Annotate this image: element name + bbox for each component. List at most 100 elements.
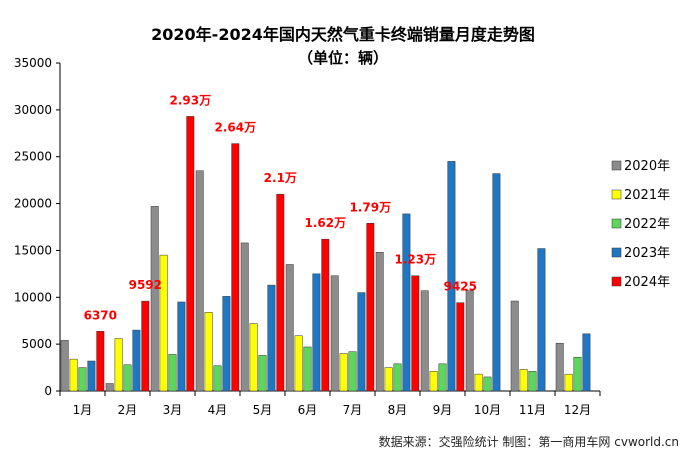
bar bbox=[195, 170, 204, 392]
bar bbox=[231, 143, 240, 392]
bar bbox=[78, 367, 87, 392]
bar bbox=[348, 351, 357, 392]
bar bbox=[240, 242, 249, 392]
y-tick-label: 15000 bbox=[14, 243, 52, 257]
legend-swatch bbox=[611, 189, 622, 200]
source-note: 数据来源：交强险统计 制图：第一商用车网 cvworld.cn bbox=[379, 434, 679, 449]
bar bbox=[321, 238, 330, 392]
x-tick-label: 10月 bbox=[474, 403, 501, 417]
legend-label: 2023年 bbox=[624, 246, 670, 261]
x-tick-label: 5月 bbox=[253, 403, 273, 417]
bar bbox=[159, 254, 168, 392]
x-tick-label: 1月 bbox=[73, 403, 93, 417]
legend-swatch bbox=[611, 276, 622, 287]
bar bbox=[258, 355, 267, 392]
bar bbox=[564, 373, 573, 392]
bar bbox=[375, 252, 384, 392]
legend: 2020年 2021年 2022年 2023年 2024年 bbox=[611, 159, 670, 290]
x-tick-label: 2月 bbox=[118, 403, 138, 417]
bar bbox=[150, 206, 159, 392]
bar bbox=[447, 161, 456, 392]
y-tick-label: 0 bbox=[44, 384, 52, 398]
x-tick-label: 3月 bbox=[163, 403, 183, 417]
x-tick-label: 9月 bbox=[433, 403, 453, 417]
data-label: 1.62万 bbox=[304, 216, 346, 230]
data-label: 2.1万 bbox=[264, 171, 297, 185]
bar bbox=[510, 300, 519, 392]
bar bbox=[96, 331, 105, 392]
bar bbox=[357, 292, 366, 392]
bar bbox=[582, 333, 591, 392]
bar bbox=[573, 357, 582, 392]
bar bbox=[123, 364, 132, 392]
x-tick-label: 8月 bbox=[388, 403, 408, 417]
legend-label: 2022年 bbox=[624, 217, 670, 232]
bar bbox=[339, 353, 348, 392]
data-label: 1.79万 bbox=[349, 200, 391, 214]
bar bbox=[294, 335, 303, 392]
y-tick-label: 10000 bbox=[14, 290, 52, 304]
bar bbox=[555, 342, 564, 392]
y-tick-label: 5000 bbox=[21, 337, 52, 351]
chart-title: 2020年-2024年国内天然气重卡终端销量月度走势图 bbox=[151, 25, 535, 44]
bar bbox=[366, 223, 375, 392]
legend-label: 2024年 bbox=[624, 275, 670, 290]
bar bbox=[492, 173, 501, 392]
bar bbox=[429, 371, 438, 392]
x-tick-label: 12月 bbox=[564, 403, 591, 417]
y-tick-label: 20000 bbox=[14, 197, 52, 211]
bar bbox=[465, 290, 474, 392]
data-label: 2.64万 bbox=[214, 121, 256, 135]
x-tick-label: 4月 bbox=[208, 403, 228, 417]
data-label: 9425 bbox=[444, 280, 477, 294]
bar bbox=[69, 358, 78, 392]
bar bbox=[537, 248, 546, 392]
bar bbox=[411, 275, 420, 392]
bar bbox=[330, 275, 339, 392]
x-tick-label: 11月 bbox=[519, 403, 546, 417]
legend-swatch bbox=[611, 218, 622, 229]
bar bbox=[420, 290, 429, 392]
bar bbox=[105, 383, 114, 392]
bar bbox=[438, 363, 447, 392]
bar bbox=[276, 193, 285, 392]
data-label: 1.23万 bbox=[394, 253, 436, 267]
bar bbox=[60, 340, 69, 392]
bar bbox=[114, 338, 123, 392]
bar bbox=[177, 301, 186, 392]
bar bbox=[213, 365, 222, 392]
data-label: 2.93万 bbox=[169, 93, 211, 107]
bar bbox=[267, 284, 276, 392]
bar bbox=[456, 302, 465, 392]
data-label: 9592 bbox=[129, 278, 162, 292]
bar bbox=[303, 346, 312, 392]
data-label: 6370 bbox=[84, 308, 117, 322]
y-tick-label: 35000 bbox=[14, 56, 52, 70]
bar bbox=[249, 323, 258, 392]
bar bbox=[132, 329, 141, 392]
bar bbox=[384, 367, 393, 392]
y-tick-label: 30000 bbox=[14, 103, 52, 117]
bar bbox=[168, 354, 177, 392]
legend-label: 2021年 bbox=[624, 188, 670, 203]
chart-subtitle: （单位：辆） bbox=[298, 49, 388, 67]
bar bbox=[312, 273, 321, 392]
bar bbox=[519, 369, 528, 392]
bar bbox=[87, 360, 96, 392]
bar bbox=[528, 371, 537, 392]
legend-swatch bbox=[611, 247, 622, 258]
x-tick-label: 7月 bbox=[343, 403, 363, 417]
legend-label: 2020年 bbox=[624, 159, 670, 174]
bar bbox=[222, 296, 231, 392]
bar bbox=[141, 300, 150, 392]
x-tick-label: 6月 bbox=[298, 403, 318, 417]
bar bbox=[204, 312, 213, 392]
legend-swatch bbox=[611, 160, 622, 171]
bar bbox=[483, 376, 492, 392]
bar bbox=[186, 116, 195, 392]
plot-area: 0 5000 10000 15000 20000 25000 30000 35000 1月 2月 3… bbox=[14, 56, 601, 417]
y-tick-label: 25000 bbox=[14, 150, 52, 164]
bar bbox=[285, 264, 294, 392]
